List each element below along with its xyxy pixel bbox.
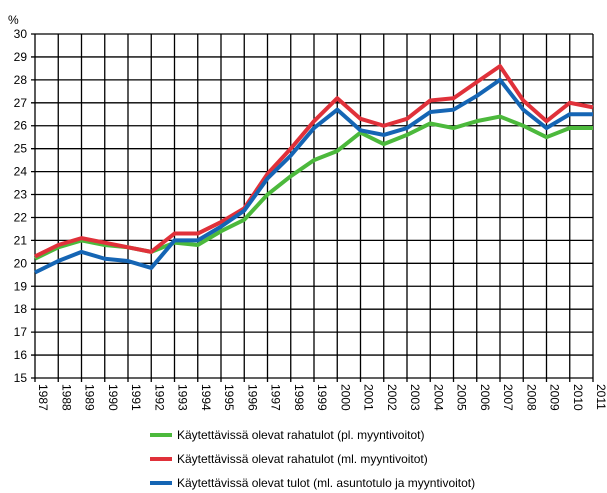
x-tick-label: 1999	[315, 384, 329, 411]
x-tick-label: 2010	[571, 384, 585, 411]
y-axis-label: %	[8, 13, 19, 27]
x-tick-label: 1998	[292, 384, 306, 411]
x-tick-label: 1992	[152, 384, 166, 411]
x-tick-label: 1993	[176, 384, 190, 411]
y-tick-label: 20	[14, 256, 28, 270]
x-tick-label: 1997	[269, 384, 283, 411]
y-tick-label: 27	[14, 96, 28, 110]
x-tick-label: 2001	[362, 384, 376, 411]
x-tick-label: 2002	[385, 384, 399, 411]
y-tick-label: 17	[14, 325, 28, 339]
y-tick-label: 23	[14, 188, 28, 202]
x-tick-label: 2006	[478, 384, 492, 411]
x-tick-label: 2003	[408, 384, 422, 411]
legend-label-3: Käytettävissä olevat tulot (ml. asuntotu…	[177, 476, 475, 490]
y-tick-label: 16	[14, 348, 28, 362]
x-tick-label: 1996	[245, 384, 259, 411]
x-tick-label: 2007	[501, 384, 515, 411]
x-tick-label: 1991	[129, 384, 143, 411]
x-tick-label: 2011	[594, 384, 607, 410]
x-tick-label: 2009	[548, 384, 562, 411]
x-tick-label: 1987	[36, 384, 50, 411]
x-tick-label: 2008	[524, 384, 538, 411]
y-tick-label: 21	[14, 233, 28, 247]
x-tick-label: 1994	[199, 384, 213, 411]
x-tick-label: 2005	[455, 384, 469, 411]
y-tick-label: 26	[14, 119, 28, 133]
x-tick-label: 1990	[106, 384, 120, 411]
y-tick-label: 28	[14, 73, 28, 87]
x-tick-label: 2004	[431, 384, 445, 411]
legend-label-1: Käytettävissä olevat rahatulot (pl. myyn…	[177, 428, 424, 442]
y-tick-label: 25	[14, 142, 28, 156]
y-tick-label: 29	[14, 50, 28, 64]
x-tick-label: 1995	[222, 384, 236, 411]
y-tick-label: 19	[14, 279, 28, 293]
legend-label-2: Käytettävissä olevat rahatulot (ml. myyn…	[177, 452, 428, 466]
y-tick-label: 24	[14, 165, 28, 179]
x-tick-label: 2000	[338, 384, 352, 411]
y-tick-label: 15	[14, 371, 28, 385]
y-tick-label: 22	[14, 210, 28, 224]
y-tick-label: 18	[14, 302, 28, 316]
y-tick-label: 30	[14, 27, 28, 41]
x-tick-label: 1989	[83, 384, 97, 411]
x-tick-label: 1988	[59, 384, 73, 411]
